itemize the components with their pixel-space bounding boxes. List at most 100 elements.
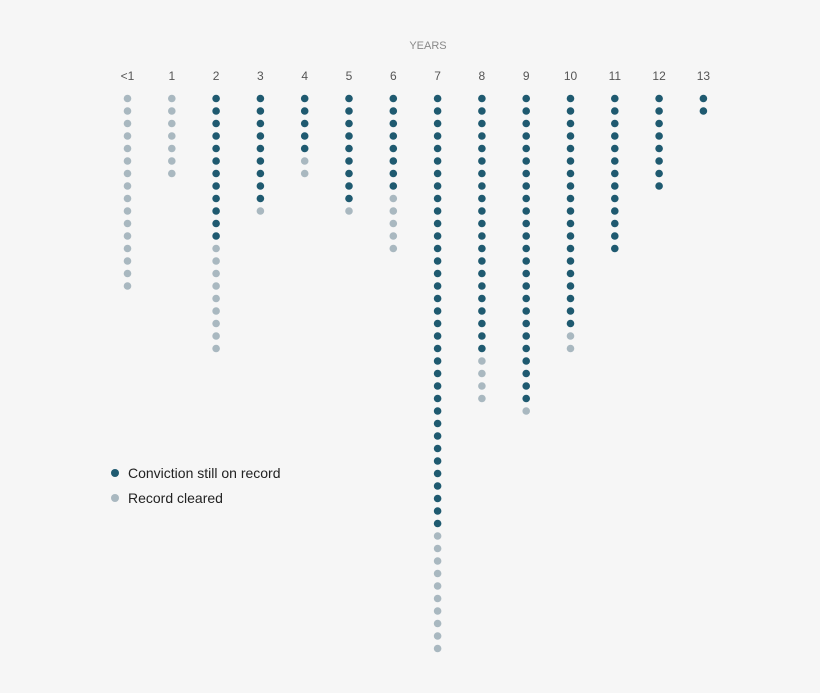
tick-labels: <1 1 2 3 4 5 6 7 8 9 10 11 12 13 xyxy=(121,69,711,83)
dot-on-record xyxy=(389,182,398,190)
dot-on-record xyxy=(345,169,353,178)
tick-label: 11 xyxy=(609,69,622,83)
dot-on-record xyxy=(522,182,530,190)
dot-on-record xyxy=(433,382,442,390)
dot-cleared xyxy=(478,357,486,365)
dot-on-record xyxy=(566,282,575,290)
dot-on-record xyxy=(212,232,220,240)
tick-label: 8 xyxy=(479,69,486,83)
dot-cleared xyxy=(212,269,220,278)
dot-cleared xyxy=(389,232,398,240)
dot-cleared xyxy=(433,619,442,628)
dot-on-record xyxy=(433,357,442,365)
dot-on-record xyxy=(566,169,575,178)
dot-on-record xyxy=(433,94,442,103)
dot-on-record xyxy=(522,194,530,203)
dot-on-record xyxy=(655,94,663,103)
dot-on-record xyxy=(345,182,353,190)
dot-on-record xyxy=(478,332,486,340)
dot-on-record xyxy=(433,157,442,165)
dot-on-record xyxy=(433,507,442,515)
dot-cleared xyxy=(256,207,265,215)
dot-on-record xyxy=(478,244,486,253)
legend-label-on-record: Conviction still on record xyxy=(128,464,281,481)
dot-on-record xyxy=(611,182,619,190)
dot-on-record xyxy=(566,294,575,303)
dot-on-record xyxy=(300,132,309,140)
dot-cleared xyxy=(433,532,442,540)
dot-cleared xyxy=(433,594,442,603)
dot-on-record xyxy=(389,157,398,165)
dot-on-record xyxy=(566,207,575,215)
dot-on-record xyxy=(300,94,309,103)
dot-on-record xyxy=(433,369,442,378)
dot-on-record xyxy=(389,144,398,153)
dot-on-record xyxy=(212,169,220,178)
dot-on-record xyxy=(522,219,530,228)
dot-on-record xyxy=(611,244,619,253)
tick-label: 10 xyxy=(564,69,578,83)
dot-on-record xyxy=(345,107,353,115)
dot-cleared xyxy=(123,182,132,190)
dot-on-record xyxy=(478,282,486,290)
dot-on-record xyxy=(655,107,663,115)
dot-on-record xyxy=(655,169,663,178)
dot-on-record xyxy=(611,107,619,115)
dot-on-record xyxy=(300,107,309,115)
dot-on-record xyxy=(478,132,486,140)
dot-on-record xyxy=(389,94,398,103)
dot-cleared xyxy=(212,282,220,290)
legend-item-on-record: Conviction still on record xyxy=(111,460,281,485)
dot-on-record xyxy=(478,169,486,178)
dot-cleared xyxy=(478,369,486,378)
dot-cleared xyxy=(566,344,575,353)
dot-on-record xyxy=(522,94,530,103)
dot-cleared xyxy=(389,244,398,253)
dot-on-record xyxy=(611,194,619,203)
dot-on-record xyxy=(522,207,530,215)
dot-on-record xyxy=(566,307,575,315)
dot-on-record xyxy=(212,94,220,103)
dot-cleared xyxy=(300,157,309,165)
dot-on-record xyxy=(478,182,486,190)
dot-cleared xyxy=(123,94,132,103)
dot-columns xyxy=(123,94,708,653)
dot-on-record xyxy=(699,107,708,115)
dot-cleared xyxy=(433,557,442,565)
dot-on-record xyxy=(433,107,442,115)
dot-cleared xyxy=(123,119,132,128)
dot-on-record xyxy=(256,157,265,165)
dot-on-record xyxy=(478,232,486,240)
dot-on-record xyxy=(522,119,530,128)
dot-cleared xyxy=(433,644,442,653)
dot-on-record xyxy=(300,119,309,128)
dot-on-record xyxy=(478,344,486,353)
dot-on-record xyxy=(566,132,575,140)
dot-on-record xyxy=(478,107,486,115)
dot-on-record xyxy=(522,319,530,328)
dot-on-record xyxy=(478,119,486,128)
dot-on-record xyxy=(566,94,575,103)
dot-on-record xyxy=(522,282,530,290)
dot-cleared xyxy=(566,332,575,340)
dot-cleared xyxy=(212,344,220,353)
dot-on-record xyxy=(522,257,530,265)
dot-cleared xyxy=(168,157,176,165)
dot-on-record xyxy=(611,119,619,128)
dot-cleared xyxy=(389,194,398,203)
dot-cleared xyxy=(123,257,132,265)
tick-label: 3 xyxy=(257,69,264,83)
dot-on-record xyxy=(389,119,398,128)
dot-cleared xyxy=(478,394,486,403)
dot-on-record xyxy=(566,244,575,253)
dot-cleared xyxy=(123,107,132,115)
dot-on-record xyxy=(522,144,530,153)
dot-on-record xyxy=(655,119,663,128)
dot-on-record xyxy=(212,219,220,228)
dot-on-record xyxy=(522,157,530,165)
tick-label: 2 xyxy=(213,69,220,83)
dot-on-record xyxy=(433,194,442,203)
dot-on-record xyxy=(256,132,265,140)
dot-cleared xyxy=(123,157,132,165)
dot-on-record xyxy=(433,269,442,278)
